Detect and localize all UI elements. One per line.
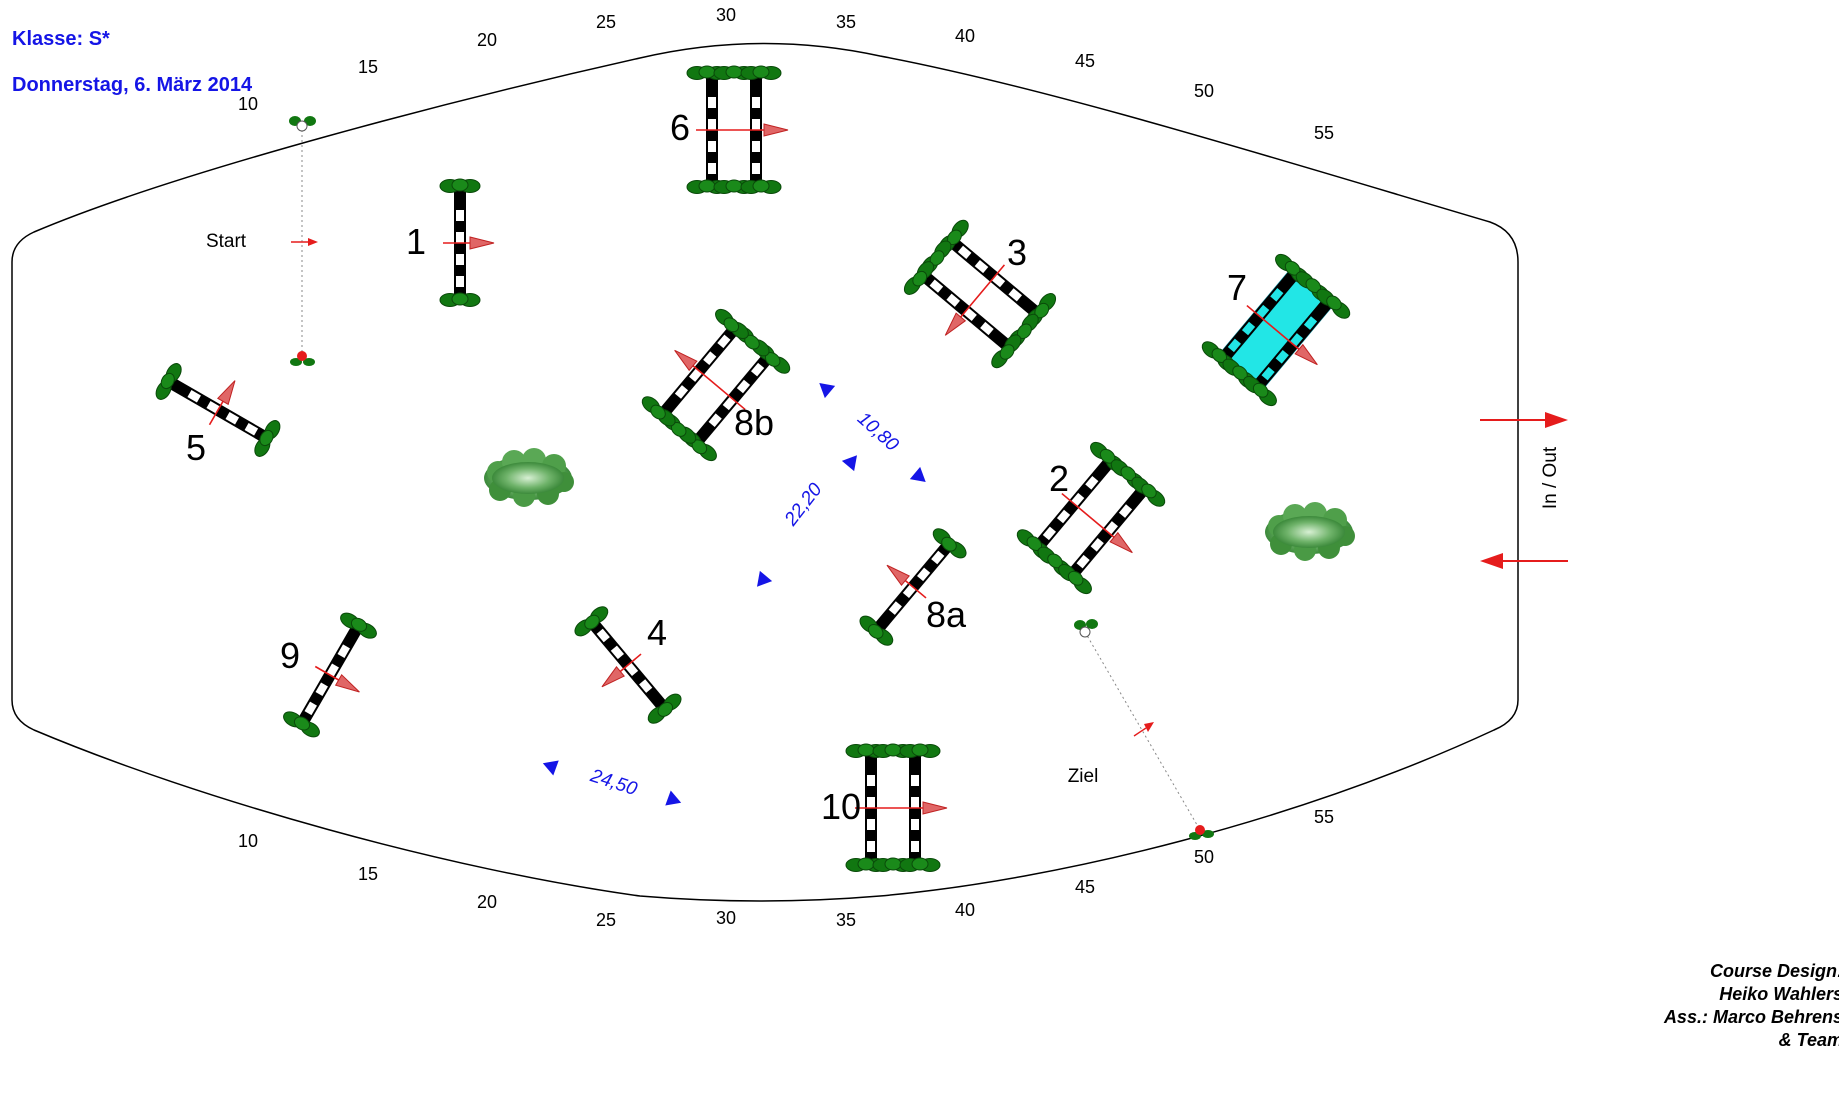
scale-top-label: 20 — [477, 30, 497, 50]
scale-bottom-label: 50 — [1194, 847, 1214, 867]
obstacle-1: 1 — [406, 179, 494, 307]
in-out-label: In / Out — [1540, 446, 1561, 509]
class-label: Klasse: S* — [12, 28, 110, 50]
obstacle-8a: 8a — [846, 517, 969, 649]
obstacle-number: 6 — [670, 107, 690, 148]
distance-marker-1: 10,80 — [814, 376, 931, 489]
distance-label: 24,50 — [587, 765, 640, 800]
bush-icon — [484, 448, 574, 507]
obstacle-number: 2 — [1049, 458, 1069, 499]
obstacle-3: 3 — [897, 217, 1060, 376]
distance-label: 22,20 — [780, 479, 827, 531]
distance-label: 10,80 — [853, 408, 903, 456]
obstacle-number: 7 — [1227, 267, 1247, 308]
triangle-marker-icon — [750, 570, 773, 592]
obstacle-number: 5 — [186, 427, 206, 468]
bush-icon — [1265, 502, 1355, 561]
obstacle-5: 5 — [153, 349, 290, 468]
obstacle-number: 8a — [926, 594, 967, 635]
obstacle-number: 8b — [734, 402, 774, 443]
obstacle-7: 7 — [1199, 251, 1358, 414]
scale-bottom-label: 45 — [1075, 877, 1095, 897]
scale-top-label: 10 — [238, 94, 258, 114]
obstacle-2: 2 — [1014, 439, 1173, 602]
obstacle-9: 9 — [280, 610, 391, 747]
triangle-marker-icon — [665, 790, 684, 811]
scale-top-label: 50 — [1194, 81, 1214, 101]
finish-label: Ziel — [1068, 766, 1099, 787]
distance-marker-3: 24,50 — [540, 755, 684, 811]
scale-bottom-label: 30 — [716, 908, 736, 928]
obstacle-number: 10 — [821, 786, 861, 827]
start-label: Start — [206, 231, 247, 252]
obstacle-4: 4 — [561, 604, 684, 736]
triangle-marker-icon — [814, 376, 836, 399]
start-flag-white — [289, 116, 316, 132]
scale-top: 10 15 20 25 30 35 40 45 50 55 — [238, 5, 1334, 143]
obstacle-8b: 8b — [633, 302, 792, 465]
scale-top-label: 40 — [955, 26, 975, 46]
distance-marker-2: 22,20 — [750, 450, 864, 592]
triangle-marker-icon — [909, 466, 931, 489]
finish-flag-white — [1074, 619, 1098, 638]
scale-bottom-label: 20 — [477, 892, 497, 912]
scale-top-label: 25 — [596, 12, 616, 32]
scale-top-label: 30 — [716, 5, 736, 25]
date-label: Donnerstag, 6. März 2014 — [12, 74, 253, 96]
scale-bottom: 10 15 20 25 30 35 40 45 50 55 — [238, 807, 1334, 930]
triangle-marker-icon — [841, 450, 864, 472]
scale-bottom-label: 15 — [358, 864, 378, 884]
triangle-marker-icon — [540, 755, 559, 776]
arrow-out-icon — [1480, 553, 1503, 569]
scale-bottom-label: 55 — [1314, 807, 1334, 827]
obstacle-number: 9 — [280, 635, 300, 676]
finish-line — [1074, 619, 1214, 840]
credits-line: Ass.: Marco Behrens — [1663, 1007, 1839, 1027]
scale-bottom-label: 10 — [238, 831, 258, 851]
arena-outline — [11, 42, 1519, 902]
start-line — [289, 116, 318, 366]
credits-line: & Team — [1778, 1030, 1839, 1050]
obstacle-10: 10 — [821, 744, 947, 872]
start-flag-red — [290, 351, 315, 366]
credits-line: Course Design: — [1709, 961, 1839, 981]
finish-flag-red — [1189, 825, 1214, 840]
course-designer-credits: Course Design: Heiko Wahlers Ass.: Marco… — [1664, 960, 1839, 1052]
obstacle-number: 4 — [647, 612, 667, 653]
obstacle-number: 1 — [406, 221, 426, 262]
gate-arrows — [1480, 412, 1568, 569]
obstacle-6: 6 — [670, 66, 788, 194]
scale-top-label: 55 — [1314, 123, 1334, 143]
arrow-in-icon — [1545, 412, 1568, 428]
scale-top-label: 15 — [358, 57, 378, 77]
scale-bottom-label: 40 — [955, 900, 975, 920]
scale-bottom-label: 25 — [596, 910, 616, 930]
scale-bottom-label: 35 — [836, 910, 856, 930]
credits-line: Heiko Wahlers — [1719, 984, 1839, 1004]
obstacle-number: 3 — [1007, 232, 1027, 273]
scale-top-label: 45 — [1075, 51, 1095, 71]
scale-top-label: 35 — [836, 12, 856, 32]
